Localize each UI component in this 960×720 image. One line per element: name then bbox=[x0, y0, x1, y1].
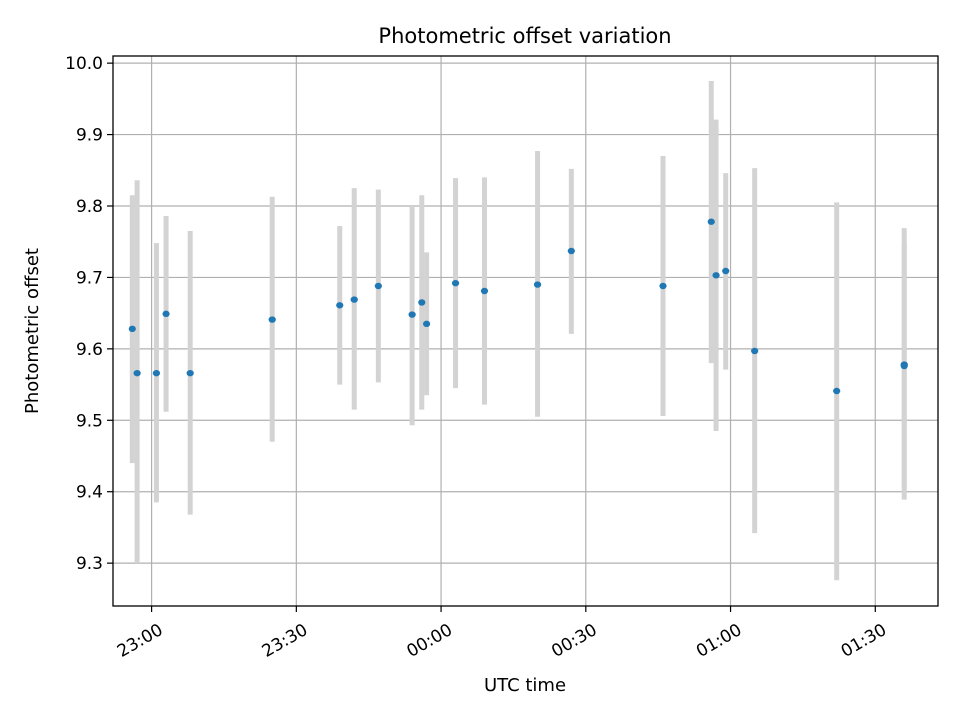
data-point bbox=[133, 369, 141, 377]
data-point bbox=[451, 279, 460, 287]
grid bbox=[113, 56, 938, 606]
data-point bbox=[707, 218, 715, 225]
plot-frame bbox=[112, 55, 939, 607]
chart-title: Photometric offset variation bbox=[378, 24, 671, 48]
y-tick-label: 9.9 bbox=[76, 126, 103, 146]
data-point bbox=[128, 325, 136, 333]
data-point bbox=[900, 362, 908, 370]
data-point bbox=[567, 247, 575, 255]
y-tick-label: 9.3 bbox=[76, 554, 103, 574]
data-point bbox=[418, 299, 426, 306]
data-point bbox=[480, 287, 489, 295]
data-point bbox=[336, 302, 344, 309]
data-point bbox=[659, 282, 667, 290]
data-point bbox=[152, 369, 161, 377]
y-tick-label: 9.4 bbox=[76, 483, 103, 503]
data-point bbox=[350, 296, 358, 303]
data-point bbox=[408, 311, 416, 318]
data-point bbox=[162, 310, 170, 318]
y-axis-ticks: 9.3 9.4 9.5 9.6 9.7 9.8 9.9 10.0 bbox=[65, 54, 113, 574]
y-axis-label: Photometric offset bbox=[22, 248, 43, 414]
data-point bbox=[533, 281, 542, 288]
data-point bbox=[751, 347, 759, 355]
data-points bbox=[128, 218, 908, 395]
data-point bbox=[722, 267, 730, 275]
data-point bbox=[374, 282, 382, 290]
data-point bbox=[712, 272, 720, 279]
data-point bbox=[186, 369, 194, 377]
y-tick-label: 9.7 bbox=[76, 268, 103, 288]
data-point bbox=[833, 387, 841, 395]
y-tick-label: 9.6 bbox=[76, 340, 103, 360]
y-tick-label: 10.0 bbox=[65, 54, 103, 74]
data-point bbox=[268, 316, 276, 323]
y-tick-label: 9.5 bbox=[76, 411, 103, 431]
y-tick-label: 9.8 bbox=[76, 197, 103, 217]
data-point bbox=[422, 320, 431, 328]
x-axis-label: UTC time bbox=[484, 675, 566, 696]
